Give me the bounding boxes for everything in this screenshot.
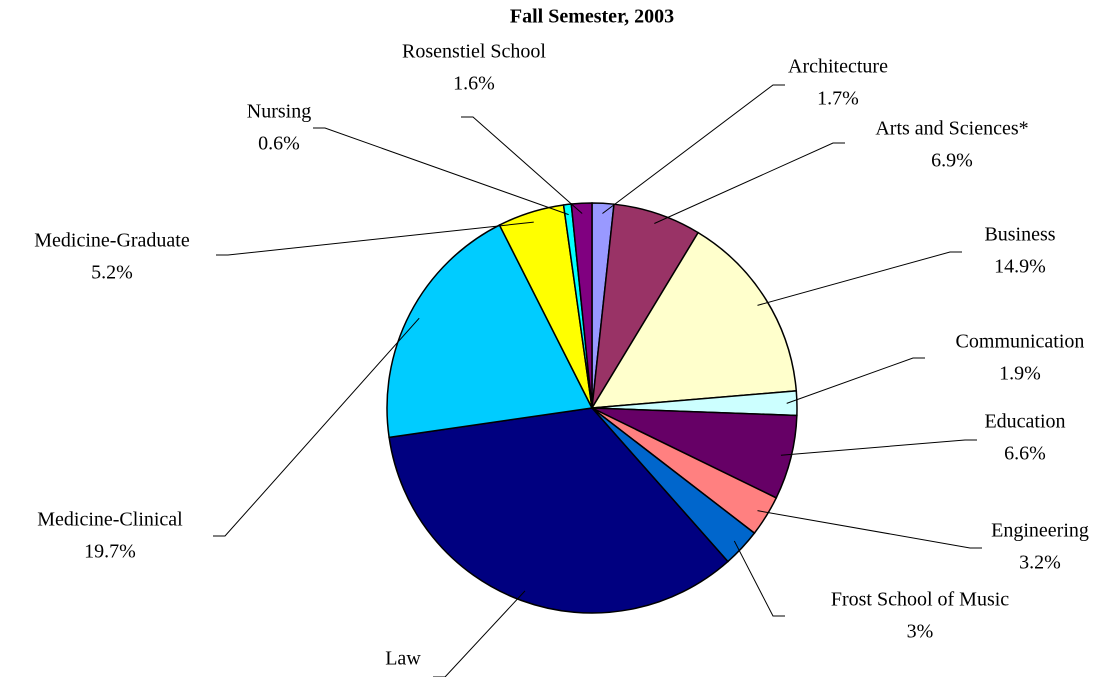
- slice-label: Engineering: [991, 520, 1089, 542]
- slice-value-label: 5.2%: [91, 262, 133, 284]
- slice-value-label: 1.7%: [817, 88, 859, 110]
- slice-value-label: 3.2%: [1019, 552, 1061, 574]
- slice-value-label: 3%: [907, 621, 934, 643]
- slice-label: Business: [984, 224, 1055, 246]
- slice-label: Medicine-Graduate: [34, 230, 190, 252]
- leader-line: [757, 251, 962, 306]
- slice-label: Rosenstiel School: [402, 41, 546, 63]
- leader-line: [733, 540, 785, 617]
- leader-line: [786, 357, 925, 404]
- pie-slice: [386, 224, 594, 439]
- slice-value-label: 0.6%: [258, 133, 300, 155]
- slice-label: Frost School of Music: [831, 589, 1009, 611]
- slice-value-label: 14.9%: [994, 256, 1046, 278]
- slice-label: Communication: [956, 331, 1085, 353]
- leader-line: [216, 221, 534, 256]
- leader-line: [433, 590, 526, 677]
- leader-line: [780, 439, 977, 456]
- chart-title: Fall Semester, 2003: [510, 6, 674, 28]
- slice-value-label: 6.6%: [1004, 443, 1046, 465]
- leader-line: [602, 84, 785, 214]
- leader-line: [654, 142, 845, 224]
- slice-value-label: 19.7%: [84, 541, 136, 563]
- slice-label: Education: [984, 411, 1065, 433]
- slice-value-label: 1.9%: [999, 363, 1041, 385]
- pie-slice: [388, 407, 729, 614]
- leader-line: [461, 116, 583, 214]
- slice-label: Architecture: [788, 56, 888, 78]
- slice-label: Medicine-Clinical: [37, 509, 183, 531]
- leader-line: [757, 510, 982, 549]
- slice-value-label: 6.9%: [931, 150, 973, 172]
- slice-label: Arts and Sciences*: [875, 118, 1028, 140]
- leader-line: [313, 127, 569, 216]
- slice-value-label: 1.6%: [453, 73, 495, 95]
- pie-slice: [590, 231, 798, 409]
- slice-label: Law: [385, 648, 421, 670]
- slice-label: Nursing: [247, 101, 311, 123]
- leader-line: [213, 317, 420, 537]
